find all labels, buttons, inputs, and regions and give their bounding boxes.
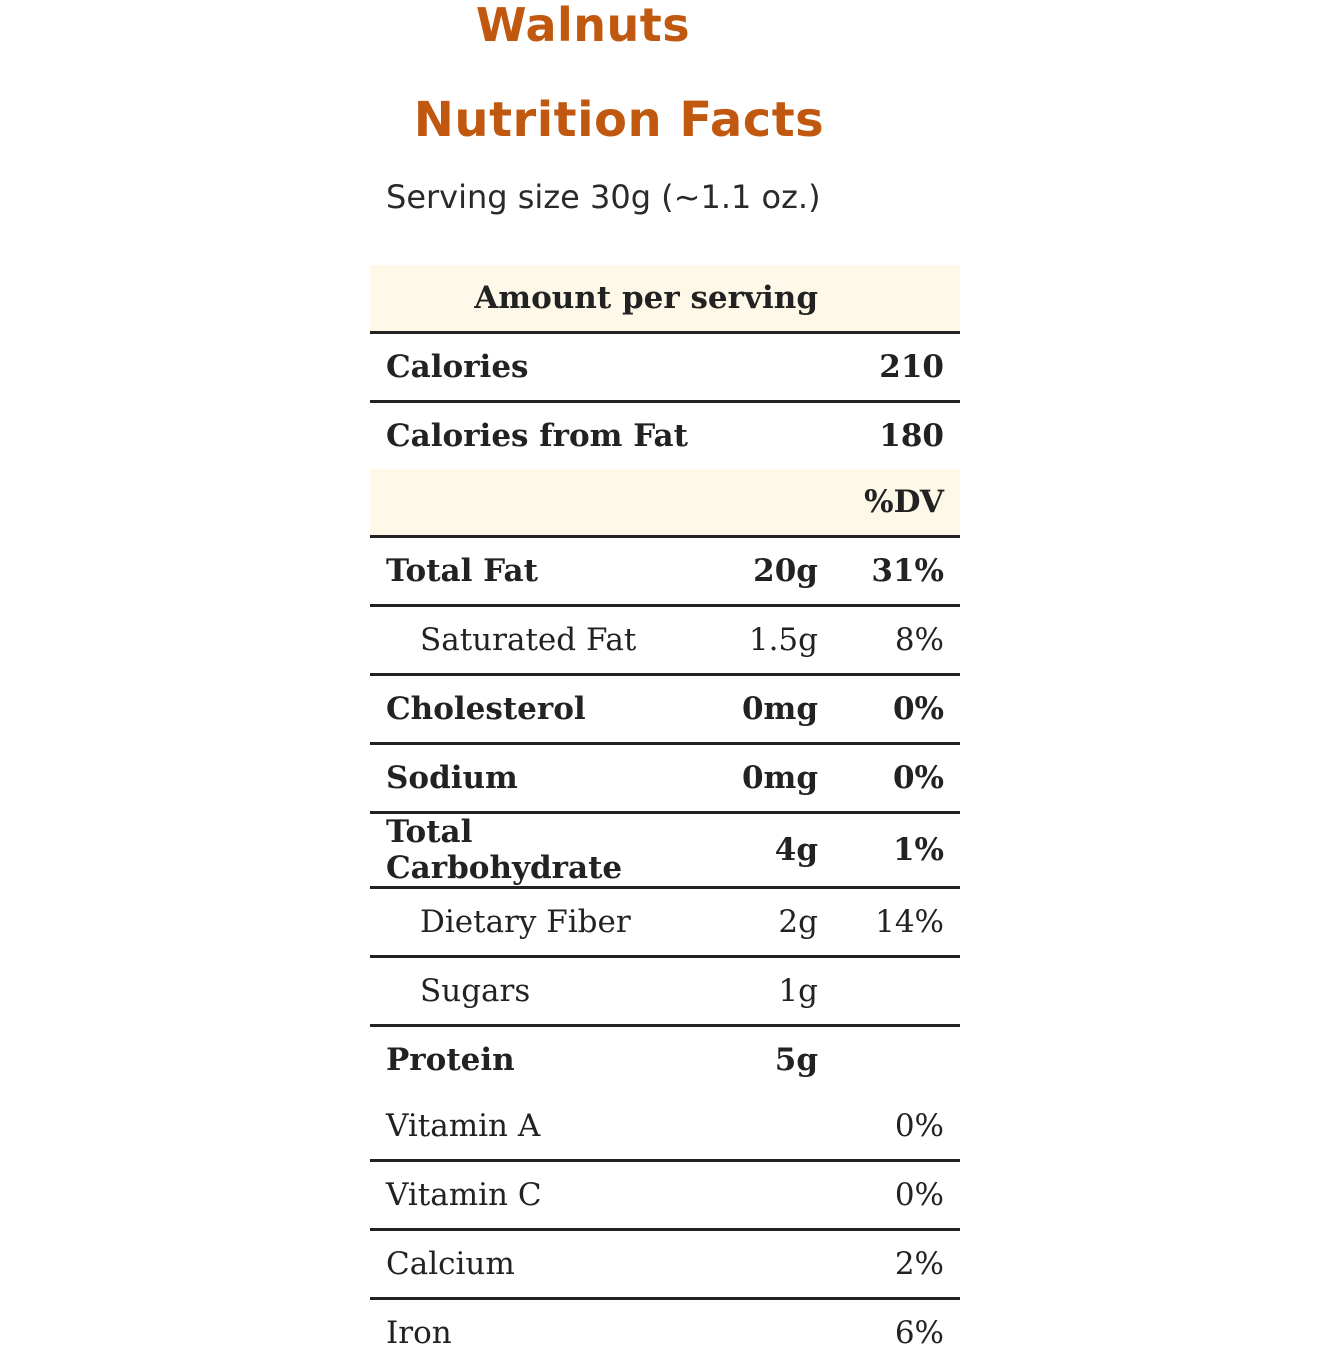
vitamin-name: Iron	[370, 1299, 818, 1366]
table-row: Cholesterol 0mg 0%	[370, 675, 960, 744]
table-row: Total Fat 20g 31%	[370, 537, 960, 606]
nutrient-name: Cholesterol	[370, 675, 708, 744]
vitamin-row: Iron 6%	[370, 1299, 960, 1366]
nutrient-name: Saturated Fat	[370, 606, 708, 675]
calories-label: Calories	[370, 333, 818, 402]
vitamin-dv: 0%	[818, 1161, 960, 1230]
nutrient-dv: 31%	[818, 537, 960, 606]
calories-from-fat-label: Calories from Fat	[370, 402, 818, 470]
nutrient-dv: 8%	[818, 606, 960, 675]
serving-size: Serving size 30g (~1.1 oz.)	[386, 178, 821, 216]
nutrient-dv: 14%	[818, 888, 960, 957]
dv-header: %DV	[818, 469, 960, 537]
nutrient-amount: 20g	[708, 537, 818, 606]
nutrient-name: Protein	[370, 1026, 708, 1094]
amount-header: Amount per serving	[370, 265, 818, 333]
calories-value: 210	[818, 333, 960, 402]
nutrient-amount: 0mg	[708, 744, 818, 813]
table-row: Saturated Fat 1.5g 8%	[370, 606, 960, 675]
vitamin-dv: 6%	[818, 1299, 960, 1366]
nutrient-amount: 2g	[708, 888, 818, 957]
vitamin-row: Vitamin C 0%	[370, 1161, 960, 1230]
vitamin-dv: 2%	[818, 1230, 960, 1299]
calories-from-fat-value: 180	[818, 402, 960, 470]
calories-row: Calories 210	[370, 333, 960, 402]
amount-header-row: Amount per serving	[370, 265, 960, 333]
table-row: Sodium 0mg 0%	[370, 744, 960, 813]
nutrient-dv	[818, 1026, 960, 1094]
nutrient-amount: 1g	[708, 957, 818, 1026]
nutrient-name: Dietary Fiber	[370, 888, 708, 957]
table-row: Dietary Fiber 2g 14%	[370, 888, 960, 957]
vitamin-dv: 0%	[818, 1093, 960, 1161]
table-row: Total Carbohydrate 4g 1%	[370, 813, 960, 888]
vitamin-name: Vitamin A	[370, 1093, 818, 1161]
product-name: Walnuts	[388, 0, 778, 52]
nutrient-amount: 4g	[708, 813, 818, 888]
nutrient-dv: 0%	[818, 675, 960, 744]
page-title: Nutrition Facts	[384, 92, 854, 148]
nutrient-amount: 1.5g	[708, 606, 818, 675]
nutrient-name: Total Fat	[370, 537, 708, 606]
calories-from-fat-row: Calories from Fat 180	[370, 402, 960, 470]
nutrient-name: Total Carbohydrate	[370, 813, 708, 888]
dv-header-row: %DV	[370, 469, 960, 537]
vitamin-name: Calcium	[370, 1230, 818, 1299]
nutrient-name: Sugars	[370, 957, 708, 1026]
nutrient-amount: 5g	[708, 1026, 818, 1094]
nutrient-amount: 0mg	[708, 675, 818, 744]
vitamin-name: Vitamin C	[370, 1161, 818, 1230]
nutrient-dv	[818, 957, 960, 1026]
nutrition-table: Amount per serving Calories 210 Calories…	[370, 265, 960, 1366]
vitamin-row: Vitamin A 0%	[370, 1093, 960, 1161]
nutrient-name: Sodium	[370, 744, 708, 813]
nutrient-dv: 0%	[818, 744, 960, 813]
nutrient-dv: 1%	[818, 813, 960, 888]
vitamin-row: Calcium 2%	[370, 1230, 960, 1299]
table-row: Sugars 1g	[370, 957, 960, 1026]
table-row: Protein 5g	[370, 1026, 960, 1094]
